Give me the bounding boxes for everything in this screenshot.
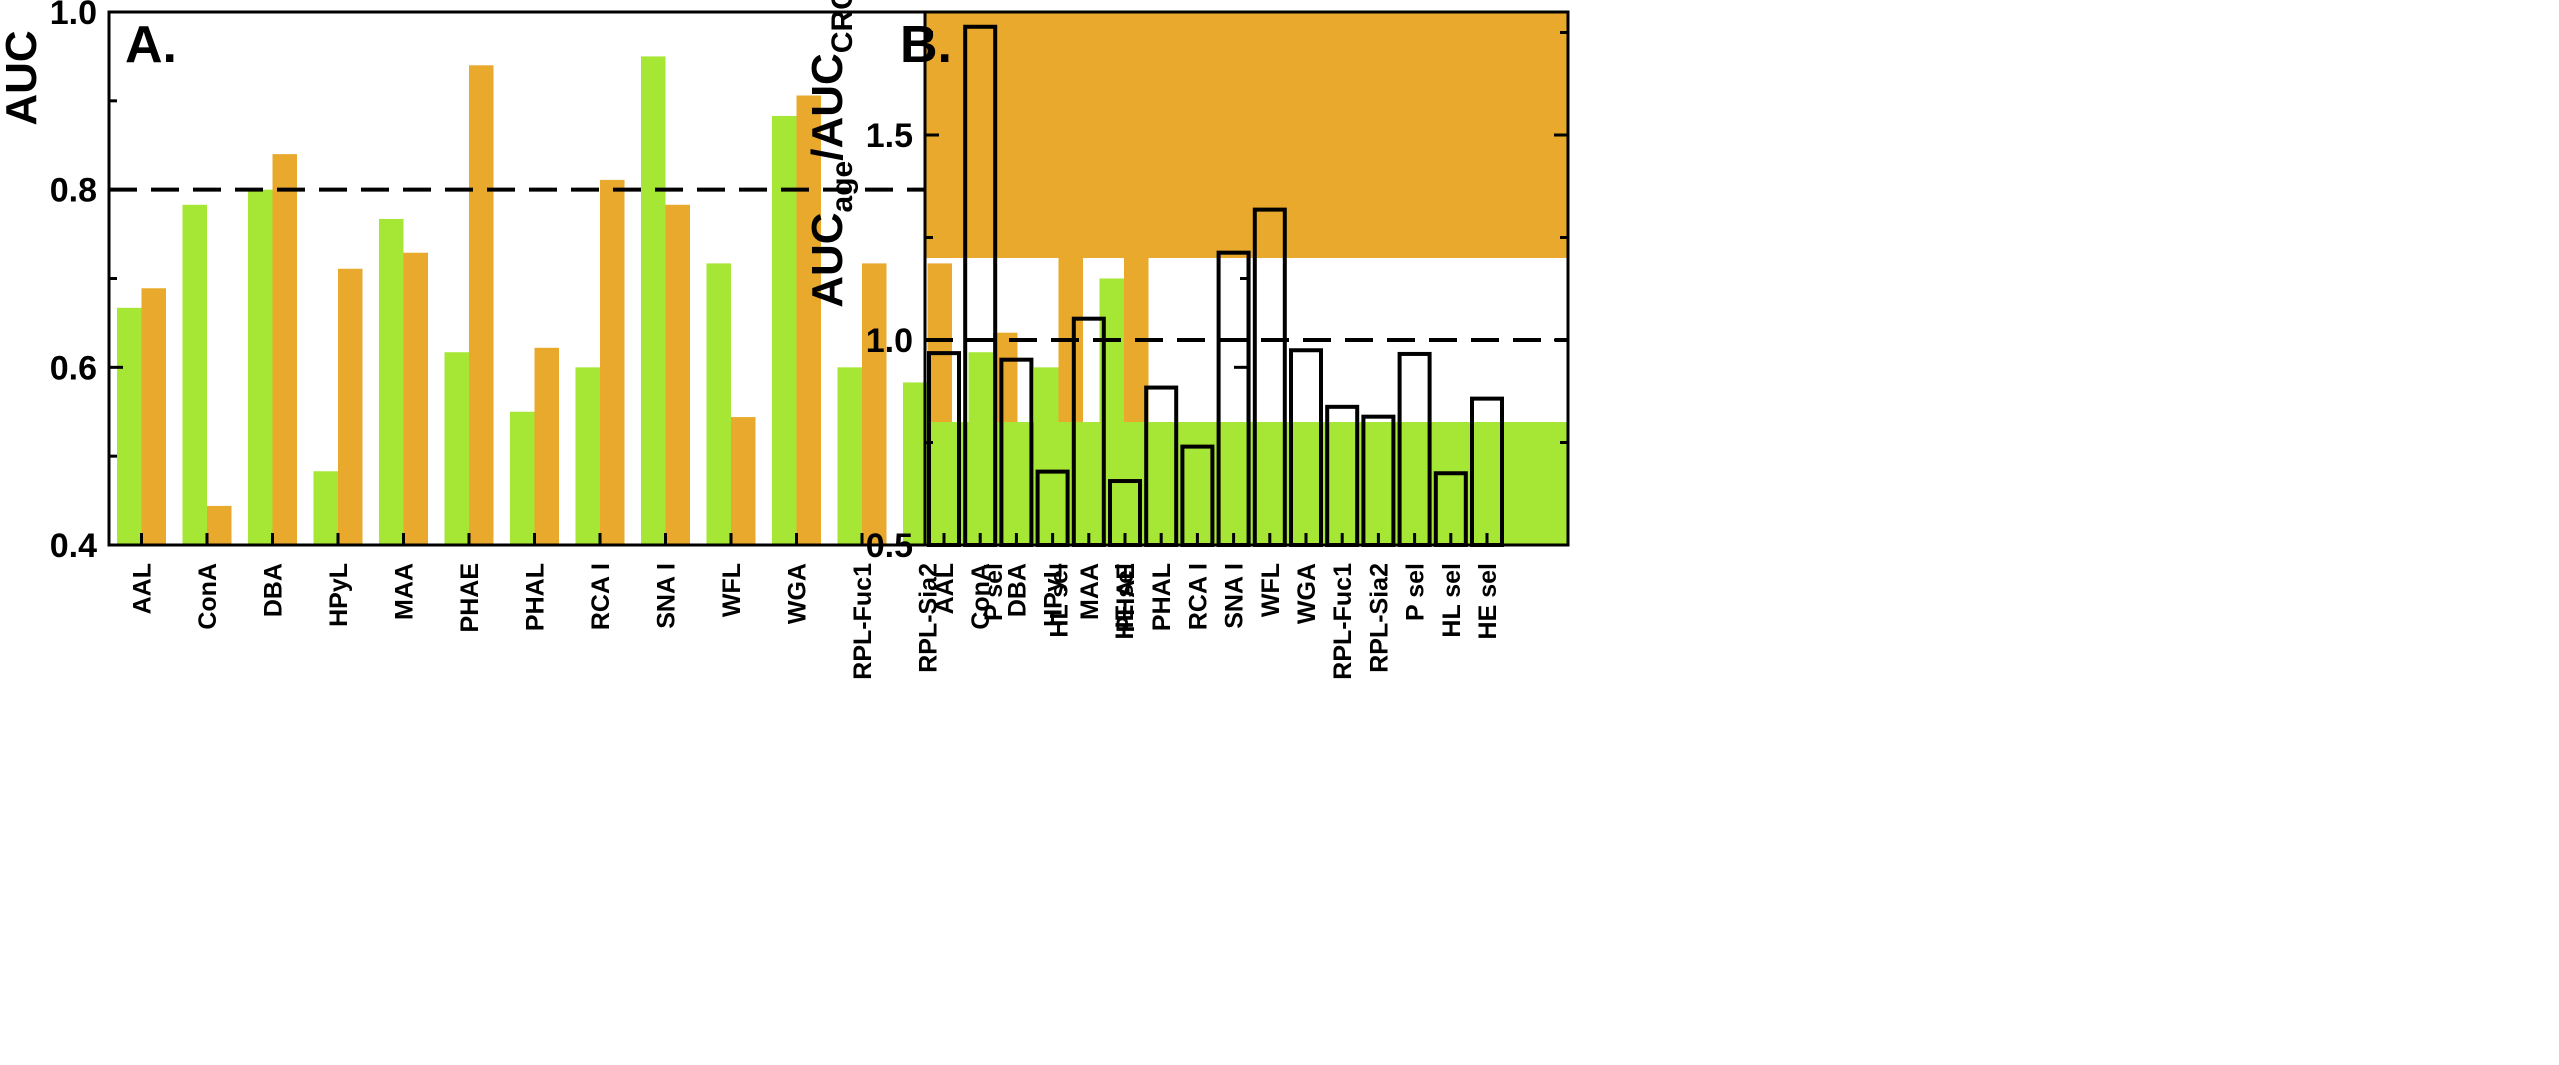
- y-tick-label: 0.5: [866, 527, 913, 565]
- bar-ho-vs-crc-wga: [796, 95, 821, 546]
- plot-frame: [923, 10, 1570, 547]
- x-tick-label: WFL: [718, 563, 746, 617]
- y-tick-label: 0.6: [50, 349, 97, 387]
- y-tick-label: 1.5: [866, 117, 913, 155]
- bar-hy-vs-ho-maa: [379, 218, 404, 545]
- y-tick-label: 1.0: [866, 322, 913, 360]
- bar-hy-vs-ho-wfl: [706, 263, 731, 545]
- x-tick-label: PHAL: [522, 563, 550, 631]
- x-tick-label: RPL-Fuc1: [1329, 563, 1357, 680]
- bar-hy-vs-ho-cona: [182, 204, 207, 546]
- bar-hy-vs-ho-wga: [772, 115, 797, 545]
- bar-hy-vs-ho-phal: [510, 411, 535, 545]
- y-axis-title: AUC: [0, 30, 46, 125]
- x-tick-label: AAL: [931, 563, 959, 614]
- x-tick-label: P sel: [980, 563, 1008, 621]
- bar-ho-vs-crc-rca-i: [600, 179, 625, 545]
- y-tick-label: 0.8: [50, 172, 97, 210]
- x-tick-label: HL sel: [1438, 563, 1466, 638]
- bar-hy-vs-ho-rca-i: [575, 367, 600, 545]
- bar-hy-vs-ho-rpl-fuc1: [837, 367, 862, 545]
- y-axis-title-slash: /: [803, 149, 852, 161]
- x-tick-label: P sel: [1402, 563, 1430, 621]
- x-tick-label: HL sel: [1046, 563, 1074, 638]
- bar-ho-vs-crc-phal: [534, 347, 559, 545]
- y-axis-title-sub-crc: CRC: [826, 0, 859, 53]
- x-tick-label: AAL: [129, 563, 157, 614]
- x-tick-label: WGA: [1293, 563, 1321, 624]
- bar-ho-vs-crc-sna-i: [665, 204, 690, 546]
- bar-ho-vs-crc-dba: [272, 154, 297, 545]
- y-tick-label: 0.4: [50, 527, 97, 565]
- bar-hy-vs-ho-phae: [444, 352, 469, 545]
- x-tick-label: MAA: [391, 563, 419, 620]
- bar-ho-vs-crc-hpyl: [338, 268, 363, 545]
- bar-ho-vs-crc-cona: [207, 505, 232, 545]
- x-tick-label: DBA: [1003, 563, 1031, 617]
- bar-hy-vs-ho-dba: [248, 189, 273, 545]
- x-tick-label: RCA I: [587, 563, 615, 630]
- panel-b: 0.5 1.0 1.5 AAL ConA DBA HPyL MAA PHAE PHAL RCA I S…: [803, 0, 1570, 680]
- x-tick-label: RPL-Sia2: [915, 563, 943, 673]
- x-tick-label: PHAE: [1112, 563, 1140, 632]
- bar-ho-vs-crc-phae: [469, 65, 494, 546]
- x-tick-label: WGA: [784, 563, 812, 624]
- y-axis-title-main2: AUC: [803, 53, 852, 148]
- y-axis-title-main: AUC: [803, 212, 852, 307]
- bar-ho-vs-crc-rpl-fuc1: [862, 263, 887, 545]
- x-tick-label: RPL-Sia2: [1365, 563, 1393, 673]
- x-tick-label: PHAE: [456, 563, 484, 632]
- y-axis-title-sub-age: age: [826, 161, 859, 213]
- x-tick-label: HE sel: [1111, 563, 1139, 639]
- bar-hy-vs-ho-hpyl: [313, 471, 338, 545]
- x-tick-label: DBA: [260, 563, 288, 617]
- x-tick-label: MAA: [1076, 563, 1104, 620]
- x-tick-label: HE sel: [1474, 563, 1502, 639]
- bar-hy-vs-ho-rpl-sia2: [903, 382, 928, 545]
- x-tick-label: ConA: [194, 563, 222, 630]
- x-tick-label: WFL: [1257, 563, 1285, 617]
- bar-hy-vs-ho-sna-i: [641, 56, 666, 546]
- panel-label: A.: [125, 16, 177, 74]
- x-tick-label: ConA: [967, 563, 995, 630]
- x-tick-label: SNA I: [653, 563, 681, 629]
- panel-label: B.: [900, 16, 952, 74]
- x-tick-label: RCA I: [1184, 563, 1212, 630]
- x-tick-label: SNA I: [1221, 563, 1249, 629]
- bar-ho-vs-crc-wfl: [731, 417, 756, 545]
- bar-ho-vs-crc-aal: [141, 288, 166, 545]
- bar-ho-vs-crc-maa: [403, 252, 428, 545]
- bar-hy-vs-ho-aal: [117, 307, 142, 545]
- band-high: [925, 12, 1568, 258]
- y-tick-label: 1.0: [50, 0, 97, 32]
- y-axis-title: AUCage/AUCCRC: [803, 0, 859, 308]
- x-tick-label: HPyL: [325, 563, 353, 627]
- x-tick-label: RPL-Fuc1: [849, 563, 877, 680]
- x-tick-label: PHAL: [1148, 563, 1176, 631]
- x-tick-label: HPyL: [1040, 563, 1068, 627]
